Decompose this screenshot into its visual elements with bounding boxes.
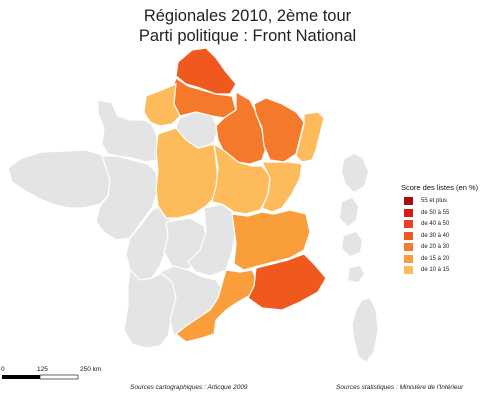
region-franche-comte [261, 161, 303, 213]
source-statistical: Sources statistiques : Ministère de l'In… [336, 384, 464, 391]
legend-item: de 40 à 50 [401, 219, 493, 231]
overseas-martinique [340, 198, 358, 226]
region-paca [247, 253, 327, 311]
legend-item: 55 et plus [401, 196, 493, 208]
legend-label: de 15 à 20 [421, 255, 450, 262]
legend-item: de 20 à 30 [401, 242, 493, 254]
region-haute-normandie [143, 83, 181, 127]
region-auvergne [187, 203, 237, 277]
region-pays-de-la-loire [95, 155, 159, 241]
legend-swatch [404, 231, 413, 240]
region-bretagne [7, 149, 111, 209]
legend-item: de 30 à 40 [401, 231, 493, 243]
legend-title: Score des listes (en %) [401, 183, 479, 192]
legend-label: de 50 à 55 [421, 209, 450, 216]
legend-label: de 40 à 50 [421, 221, 450, 227]
legend-label: de 30 à 40 [421, 232, 450, 239]
region-corse [351, 297, 379, 363]
legend-swatch [404, 208, 413, 217]
region-centre [155, 127, 219, 219]
legend-swatch [404, 243, 413, 251]
overseas-guadeloupe [342, 154, 368, 192]
scale-bar-segment [39, 374, 79, 380]
region-alsace [295, 111, 325, 163]
legend-item: de 15 à 20 [401, 254, 493, 266]
region-nord-pas-de-calais [175, 47, 237, 95]
region-basse-normandie [97, 99, 161, 163]
legend-item: de 10 à 15 [401, 265, 493, 277]
scale-label-125: 125 [37, 366, 48, 373]
legend-item: de 50 à 55 [401, 208, 493, 220]
map-title-line-1: Régionales 2010, 2ème tour [143, 7, 352, 25]
overseas-reunion [348, 266, 364, 282]
legend-swatch [404, 220, 413, 228]
scale-bar-segment [2, 375, 40, 379]
source-cartographic: Sources cartographiques : Articque 2009 [130, 384, 248, 391]
region-rhone-alpes [231, 209, 311, 271]
overseas-guyane [342, 232, 362, 256]
legend-swatch [404, 266, 413, 274]
scale-label-250: 250 km [80, 366, 102, 373]
legend-label: de 10 à 15 [421, 267, 450, 273]
map-title-line-2: Parti politique : Front National [138, 27, 357, 45]
scale-bar [2, 374, 79, 380]
legend-swatch [404, 254, 413, 263]
legend-swatch [404, 197, 413, 205]
legend-label: 55 et plus [421, 198, 448, 204]
region-bourgogne [211, 143, 271, 215]
legend: Score des listes (en %) 55 et plus de 50… [401, 183, 493, 277]
overseas-insets [340, 154, 368, 282]
region-aquitaine [123, 269, 177, 349]
scale-label-0: 0 [1, 366, 5, 373]
legend-label: de 20 à 30 [421, 244, 450, 250]
